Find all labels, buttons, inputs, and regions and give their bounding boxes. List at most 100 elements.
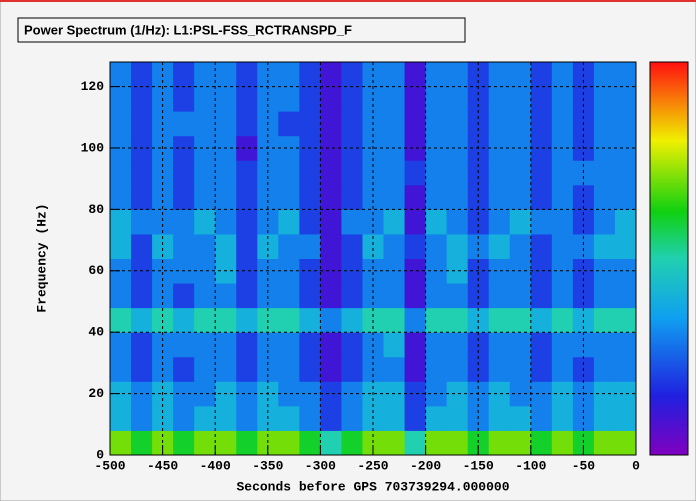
heatmap-cell xyxy=(299,430,321,456)
heatmap-cell xyxy=(257,283,279,309)
heatmap-cell xyxy=(110,86,132,112)
heatmap-cell xyxy=(110,430,132,456)
heatmap-cell xyxy=(446,307,469,333)
heatmap-cell xyxy=(614,160,637,186)
heatmap-cell xyxy=(614,184,637,210)
heatmap-cell xyxy=(530,381,553,407)
heatmap-cell xyxy=(299,332,321,358)
heatmap-cell xyxy=(404,258,427,284)
heatmap-cell xyxy=(236,184,258,210)
heatmap-cell xyxy=(320,283,342,309)
heatmap-cell xyxy=(341,160,363,186)
y-tick-label: 40 xyxy=(88,325,104,340)
heatmap-cell xyxy=(551,283,574,309)
heatmap-cell xyxy=(320,405,342,431)
heatmap-cell xyxy=(488,405,511,431)
heatmap-cell xyxy=(530,430,553,456)
heatmap-cell xyxy=(110,283,132,309)
heatmap-cell xyxy=(530,356,553,382)
heatmap-cell xyxy=(131,209,153,235)
heatmap-cell xyxy=(593,233,616,259)
heatmap-cell xyxy=(362,209,385,235)
heatmap-cell xyxy=(362,184,385,210)
heatmap-cell xyxy=(467,184,490,210)
heatmap-cell xyxy=(509,307,532,333)
heatmap-cell xyxy=(509,86,532,112)
y-tick-label: 20 xyxy=(88,386,104,401)
heatmap-cell xyxy=(278,307,300,333)
heatmap-cell xyxy=(110,160,132,186)
heatmap-cell xyxy=(215,209,237,235)
heatmap-cell xyxy=(215,430,237,456)
heatmap-cell xyxy=(425,209,448,235)
heatmap-cell xyxy=(110,381,132,407)
heatmap-cell xyxy=(152,233,174,259)
heatmap-cell xyxy=(320,430,342,456)
chart-title: Power Spectrum (1/Hz): L1:PSL-FSS_RCTRAN… xyxy=(24,22,352,37)
heatmap-cell xyxy=(173,332,195,358)
heatmap-cell xyxy=(278,209,300,235)
heatmap-cell xyxy=(194,283,216,309)
heatmap-cell xyxy=(593,405,616,431)
heatmap-cell xyxy=(488,86,511,112)
heatmap-cell xyxy=(215,405,237,431)
heatmap-cell xyxy=(173,356,195,382)
heatmap-cell xyxy=(173,307,195,333)
heatmap-cell xyxy=(425,332,448,358)
x-tick-label: -200 xyxy=(410,458,441,473)
heatmap-cell xyxy=(572,258,595,284)
heatmap-cell xyxy=(194,381,216,407)
x-tick-label: -400 xyxy=(200,458,231,473)
heatmap-cell xyxy=(488,381,511,407)
heatmap-cell xyxy=(194,209,216,235)
heatmap-cell xyxy=(551,62,574,88)
heatmap-cell xyxy=(530,209,553,235)
heatmap-cell xyxy=(446,62,469,88)
heatmap-cell xyxy=(404,86,427,112)
heatmap-cell xyxy=(110,62,132,88)
heatmap-cell xyxy=(446,233,469,259)
heatmap-cell xyxy=(509,332,532,358)
heatmap-cell xyxy=(131,283,153,309)
heatmap-cell xyxy=(488,111,511,137)
heatmap-cell xyxy=(236,430,258,456)
heatmap-cell xyxy=(320,356,342,382)
heatmap-cell xyxy=(614,430,637,456)
heatmap-cell xyxy=(530,283,553,309)
heatmap-cell xyxy=(194,356,216,382)
heatmap-cell xyxy=(383,307,406,333)
heatmap-cell xyxy=(446,184,469,210)
heatmap-cell xyxy=(278,405,300,431)
heatmap-cell xyxy=(299,356,321,382)
axes: -500 -450 -400 -350 -300 -250 -200 -150 -100 -50 0… xyxy=(81,61,640,473)
heatmap-cell xyxy=(530,405,553,431)
title-box xyxy=(17,17,466,43)
heatmap-cell xyxy=(173,184,195,210)
heatmap-cell xyxy=(299,86,321,112)
heatmap-cell xyxy=(341,356,363,382)
heatmap-cell xyxy=(383,62,406,88)
heatmap-cell xyxy=(488,430,511,456)
heatmap-cell xyxy=(509,184,532,210)
heatmap-cell xyxy=(614,86,637,112)
heatmap-cell xyxy=(236,233,258,259)
heatmap-cell xyxy=(530,233,553,259)
heatmap-cell xyxy=(341,332,363,358)
heatmap-cell xyxy=(215,86,237,112)
heatmap-cell xyxy=(509,283,532,309)
heatmap-cell xyxy=(257,209,279,235)
heatmap-cell xyxy=(257,233,279,259)
heatmap-cell xyxy=(278,135,300,161)
heatmap-cell xyxy=(173,111,195,137)
heatmap-cell xyxy=(383,283,406,309)
heatmap-cell xyxy=(299,283,321,309)
heatmap-cell xyxy=(383,111,406,137)
x-tick-label: -250 xyxy=(357,458,388,473)
heatmap-cell xyxy=(299,111,321,137)
heatmap-cell xyxy=(614,283,637,309)
heatmap-cell xyxy=(152,209,174,235)
heatmap-cell xyxy=(320,160,342,186)
heatmap-cell xyxy=(593,307,616,333)
